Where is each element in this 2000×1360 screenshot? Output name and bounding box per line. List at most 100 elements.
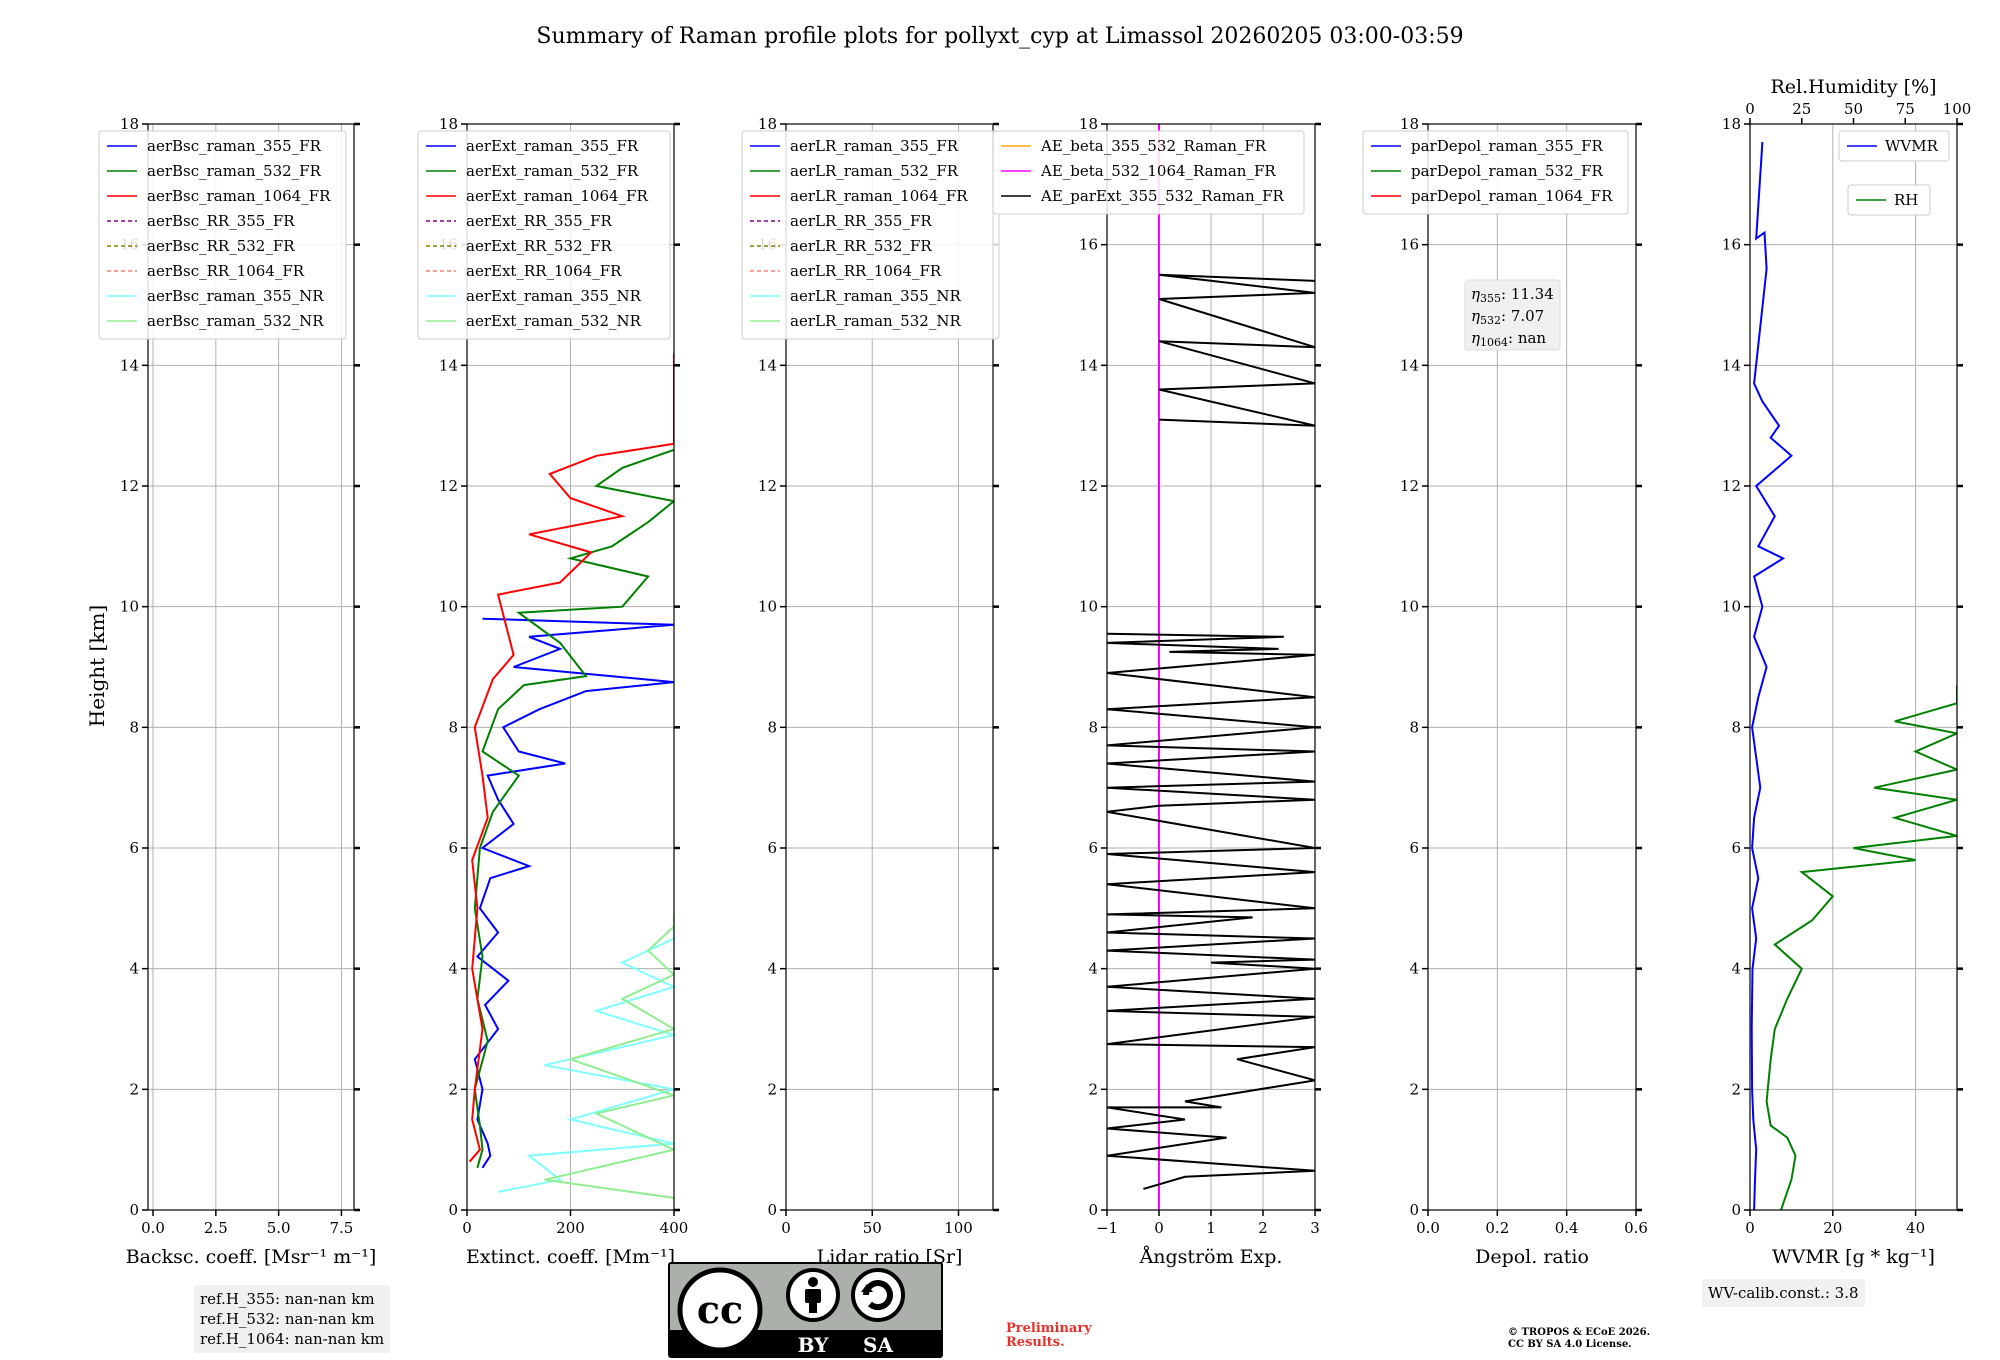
legend-label: parDepol_raman_532_FR [1411, 162, 1604, 180]
x-tick-label: 50 [863, 1219, 882, 1237]
x-tick-label: 2.5 [204, 1219, 228, 1237]
legend-label: aerLR_raman_532_FR [790, 162, 959, 180]
legend-box [992, 130, 1305, 215]
y-tick-label: 14 [1079, 356, 1098, 374]
legend-label: AE_beta_355_532_Raman_FR [1040, 137, 1267, 155]
panel-depol: 0 2 4 6 8 10 12 14 16 18 0.0 0.2 0.4 0.6 Depol. ratio p… [1362, 115, 1648, 1268]
series-line-aerExt_raman_355_NR [497, 914, 674, 1193]
legend-label: aerExt_raman_532_FR [466, 162, 639, 180]
x-axis-label: Depol. ratio [1475, 1246, 1589, 1268]
legend: parDepol_raman_355_FR parDepol_raman_532_… [1362, 130, 1629, 215]
y-tick-label: 18 [120, 115, 139, 133]
legend-label: aerBsc_raman_355_NR [147, 287, 324, 305]
x2-tick-label: 0 [1745, 100, 1755, 118]
series-line-AE_parExt_355_532_Raman_FR_upper [1158, 273, 1315, 427]
y-tick-label: 10 [1722, 598, 1741, 616]
legend-label: aerBsc_raman_1064_FR [147, 187, 331, 205]
legend-label: aerLR_RR_355_FR [790, 212, 932, 230]
y-tick-label: 4 [1731, 960, 1741, 978]
legend-label: aerExt_raman_355_NR [466, 287, 642, 305]
legend-label: AE_parExt_355_532_Raman_FR [1040, 187, 1285, 205]
axes-frame [785, 123, 994, 1211]
legend-label: aerBsc_raman_355_FR [147, 137, 322, 155]
y-tick-label: 6 [767, 839, 777, 857]
legend-label: aerExt_raman_1064_FR [466, 187, 648, 205]
legend-label: AE_beta_532_1064_Raman_FR [1040, 162, 1276, 180]
y-tick-label: 8 [1088, 718, 1098, 736]
y-tick-label: 0 [129, 1201, 139, 1219]
y-tick-label: 16 [1400, 236, 1419, 254]
y-tick-label: 12 [439, 477, 458, 495]
legend-box [417, 130, 671, 340]
legend-label: aerExt_RR_1064_FR [466, 262, 622, 280]
legend-wvmr: WVMR [1838, 130, 1950, 162]
y-tick-label: 6 [1731, 839, 1741, 857]
ref-height-355: ref.H_355: nan-nan km [200, 1290, 375, 1308]
legend-label: aerLR_raman_355_FR [790, 137, 959, 155]
svg-text:cc: cc [697, 1287, 743, 1332]
y-tick-label: 10 [758, 598, 777, 616]
y-tick-label: 16 [1722, 236, 1741, 254]
cc-icon [677, 1267, 763, 1353]
y-tick-label: 4 [1088, 960, 1098, 978]
legend-label: aerExt_RR_532_FR [466, 237, 613, 255]
y-tick-label: 10 [1400, 598, 1419, 616]
x-tick-label: 100 [944, 1219, 973, 1237]
legend-rh: RH [1847, 184, 1931, 216]
y-tick-label: 2 [129, 1080, 139, 1098]
y-tick-label: 12 [120, 477, 139, 495]
y-tick-label: 8 [448, 718, 458, 736]
figure-title: Summary of Raman profile plots for polly… [536, 24, 1463, 49]
series-line-aerExt_raman_1064_FR [468, 353, 674, 1163]
wv-calibration-text: WV-calib.const.: 3.8 [1708, 1284, 1859, 1302]
y-tick-label: 10 [1079, 598, 1098, 616]
legend-label: WVMR [1885, 137, 1939, 155]
x-tick-label: 0 [1154, 1219, 1164, 1237]
axes-frame [1427, 123, 1637, 1211]
ref-height-1064: ref.H_1064: nan-nan km [200, 1330, 385, 1348]
annotation-box [1464, 279, 1561, 351]
annotation-line: η1064: nan [1471, 329, 1546, 349]
x2-tick-label: 50 [1844, 100, 1863, 118]
x-tick-label: 3 [1310, 1219, 1320, 1237]
x-tick-label: 20 [1823, 1219, 1842, 1237]
y-tick-label: 18 [1400, 115, 1419, 133]
y-tick-label: 2 [448, 1080, 458, 1098]
series-line-AE_parExt_355_532_Raman_FR [1107, 632, 1315, 1190]
legend-label: aerBsc_RR_1064_FR [147, 262, 305, 280]
x-tick-label: 2 [1258, 1219, 1268, 1237]
legend-box [1847, 184, 1931, 216]
legend-label: aerBsc_raman_532_FR [147, 162, 322, 180]
y-tick-label: 14 [120, 356, 139, 374]
badge-by-label: BY [798, 1333, 830, 1357]
y-tick-label: 0 [1731, 1201, 1741, 1219]
y-tick-label: 8 [1731, 718, 1741, 736]
legend: aerBsc_raman_355_FR aerBsc_raman_532_FRae… [98, 130, 347, 340]
x-axis-label: Backsc. coeff. [Msr⁻¹ m⁻¹] [126, 1246, 377, 1268]
y-tick-label: 12 [758, 477, 777, 495]
legend-label: parDepol_raman_355_FR [1411, 137, 1604, 155]
legend-box [1838, 130, 1950, 162]
copyright-note: © TROPOS & ECoE 2026. CC BY SA 4.0 Licen… [1508, 1327, 1651, 1350]
legend-box [98, 130, 347, 340]
x-tick-label: 0.6 [1624, 1219, 1648, 1237]
x-tick-label: 400 [660, 1219, 689, 1237]
y-tick-label: 0 [1409, 1201, 1419, 1219]
y-tick-label: 2 [1088, 1080, 1098, 1098]
series-line-RH [1765, 685, 1957, 1210]
y-tick-label: 14 [758, 356, 777, 374]
y-tick-label: 6 [129, 839, 139, 857]
legend-box [1362, 130, 1629, 215]
legend-label: aerLR_raman_355_NR [790, 287, 961, 305]
y-tick-label: 10 [120, 598, 139, 616]
x2-tick-label: 100 [1943, 100, 1972, 118]
legend-label: aerBsc_raman_532_NR [147, 312, 324, 330]
series-line-aerExt_raman_532_NR [544, 914, 674, 1199]
annotation-line: η532: 7.07 [1471, 307, 1544, 327]
legend-label: aerExt_RR_355_FR [466, 212, 613, 230]
y-tick-label: 12 [1722, 477, 1741, 495]
share-alike-icon [851, 1268, 905, 1322]
y-tick-label: 2 [1409, 1080, 1419, 1098]
y-tick-label: 8 [129, 718, 139, 736]
